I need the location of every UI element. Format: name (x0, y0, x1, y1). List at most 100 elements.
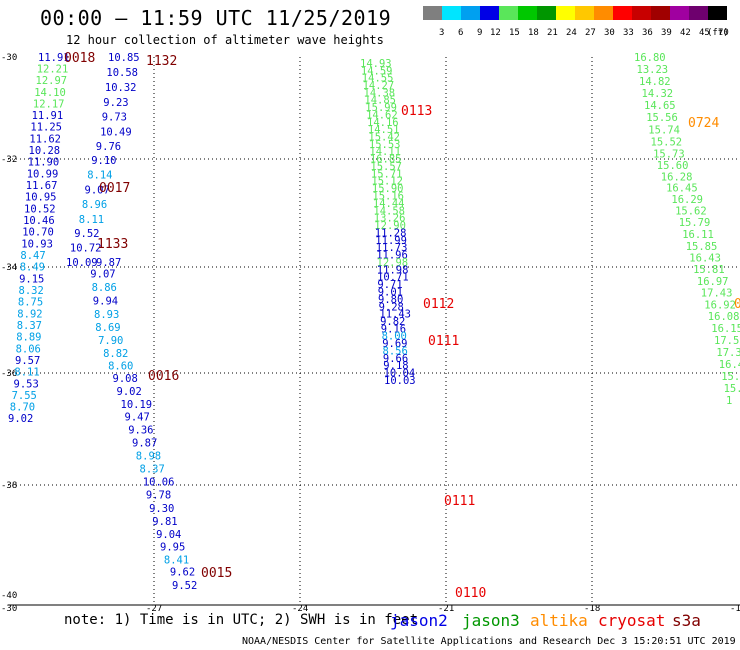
wave-height-label: 9.10 (91, 155, 116, 167)
wave-height-label: 10.95 (25, 192, 57, 204)
wave-height-label: 16.4 (719, 359, 740, 371)
wave-height-label: 10.09 (66, 257, 98, 269)
legend-bin-label: 3 (439, 28, 445, 38)
wave-height-label: 15.56 (646, 112, 678, 124)
wave-height-label: 14.85 (364, 95, 396, 107)
wave-height-label: 10.04 (384, 368, 416, 380)
wave-height-label: 15.85 (686, 241, 718, 253)
lon-tick-label: -21 (438, 604, 454, 614)
wave-height-label: 16.15 (711, 323, 740, 335)
wave-height-label: 14.10 (34, 87, 66, 99)
wave-height-label: 9.47 (125, 412, 150, 424)
wave-height-label: 11.73 (376, 242, 408, 254)
pass-time-label: 0111 (428, 334, 459, 349)
lon-tick-label: -27 (146, 604, 162, 614)
wave-height-label: 17.43 (701, 288, 733, 300)
legend-bin-label: 15 (509, 28, 520, 38)
legend-swatch (670, 6, 689, 20)
wave-height-label: 9.28 (379, 301, 404, 313)
wave-height-label: 10.19 (121, 399, 153, 411)
page-subtitle: 12 hour collection of altimeter wave hei… (66, 33, 384, 47)
footer-credit: NOAA/NESDIS Center for Satellite Applica… (242, 636, 736, 647)
wave-height-label: 14.27 (363, 80, 395, 92)
wave-height-label: 14.55 (362, 73, 394, 85)
wave-height-label: 17.51 (714, 335, 740, 347)
legend-swatch (499, 6, 518, 20)
wave-height-label: 11.99 (375, 235, 407, 247)
wave-height-label: 9.02 (8, 413, 33, 425)
wave-height-label: 9.01 (378, 287, 403, 299)
wave-height-label: 10.99 (27, 168, 59, 180)
wave-height-label: 16.92 (704, 299, 736, 311)
satellite-s3a: s3a (672, 611, 701, 630)
wave-height-label: 9.73 (102, 112, 127, 124)
wave-height-label: 15.42 (368, 132, 400, 144)
graticule (8, 57, 740, 606)
wave-height-label: 8.49 (20, 262, 45, 274)
wave-height-label: 15.53 (369, 139, 401, 151)
legend-swatch (442, 6, 461, 20)
wave-height-label: 11.91 (38, 52, 70, 64)
wave-height-label: 12.90 (374, 220, 406, 232)
page-title: 00:00 – 11:59 UTC 11/25/2019 (40, 6, 392, 30)
wave-height-label: 8.89 (16, 332, 41, 344)
wave-height-label: 9.52 (74, 228, 99, 240)
wave-height-label: 9.66 (383, 353, 408, 365)
wave-height-label: 16.08 (708, 311, 740, 323)
wave-height-label: 8.96 (82, 199, 107, 211)
wave-height-label: 9.16 (381, 323, 406, 335)
wave-height-label: 15.74 (648, 124, 680, 136)
footer-note: note: 1) Time is in UTC; 2) SWH is in fe… (64, 612, 419, 628)
wave-height-label: 13.26 (374, 213, 406, 225)
wave-height-label: 11.90 (28, 157, 60, 169)
wave-height-label: 8.32 (19, 285, 44, 297)
wave-height-label: 8.86 (92, 282, 117, 294)
wave-height-label: 15. (721, 371, 740, 383)
time-labels: 0018 113200171133001600150113011201110111… (64, 51, 740, 601)
wave-height-label: 8.82 (103, 348, 128, 360)
wave-height-label: 12.17 (33, 99, 65, 111)
wave-height-label: 8.00 (382, 331, 407, 343)
pass-time-label: 0017 (99, 181, 130, 196)
wave-height-label: 1 (726, 395, 732, 407)
lat-tick-label: -32 (1, 155, 17, 165)
wave-height-label: 9.52 (172, 580, 197, 592)
legend-bin-label: 18 (528, 28, 539, 38)
wave-height-label: 16.11 (682, 229, 714, 241)
wave-height-label: 12.98 (377, 257, 409, 269)
track-t1: 11.9112.2112.9714.1012.1711.9111.2511.62… (8, 52, 70, 425)
lat-tick-label: -36 (1, 369, 17, 379)
wave-height-label: 9.04 (156, 529, 181, 541)
wave-height-label: 11.67 (26, 180, 58, 192)
pass-time-label: 0015 (201, 566, 232, 581)
wave-height-label: 15.12 (371, 176, 403, 188)
wave-height-label: 15.57 (370, 161, 402, 173)
legend-unit-label: (ft) (707, 28, 729, 38)
lat-tick-label: -30 (1, 53, 17, 63)
wave-height-label: 8.75 (18, 297, 43, 309)
wave-height-label: 8.69 (95, 322, 120, 334)
legend-bin-label: 6 (458, 28, 464, 38)
wave-height-label: 15.71 (371, 168, 403, 180)
legend-bin-label: 24 (566, 28, 577, 38)
legend-swatch (518, 6, 537, 20)
wave-height-label: 16.43 (689, 253, 721, 265)
wave-height-label: 9.81 (152, 516, 177, 528)
wave-height-label: 7.55 (12, 390, 37, 402)
wave-height-label: 8.70 (10, 402, 35, 414)
wave-height-label: 16.29 (671, 194, 703, 206)
lat-tick-label: -38 (1, 481, 17, 491)
legend-bin-label: 36 (642, 28, 653, 38)
wave-height-label: 8.37 (17, 320, 42, 332)
wave-height-label: 14.82 (639, 76, 671, 88)
wave-height-label: 15.99 (365, 102, 397, 114)
pass-time-label: 0112 (423, 297, 454, 312)
wave-height-label: 10.32 (105, 82, 137, 94)
track-t2: 10.85 10.58 10.32 9.23 9.73 10.49 9.76 9.10 8.14… (66, 52, 140, 269)
wave-height-label: 10.70 (22, 227, 54, 239)
wave-height-label: 16.85 (370, 154, 402, 166)
track-t3: 9.879.078.869.948.938.697.908.828.609.08… (90, 257, 197, 592)
legend-swatch (689, 6, 708, 20)
wave-height-label: 10.85 (108, 52, 140, 64)
